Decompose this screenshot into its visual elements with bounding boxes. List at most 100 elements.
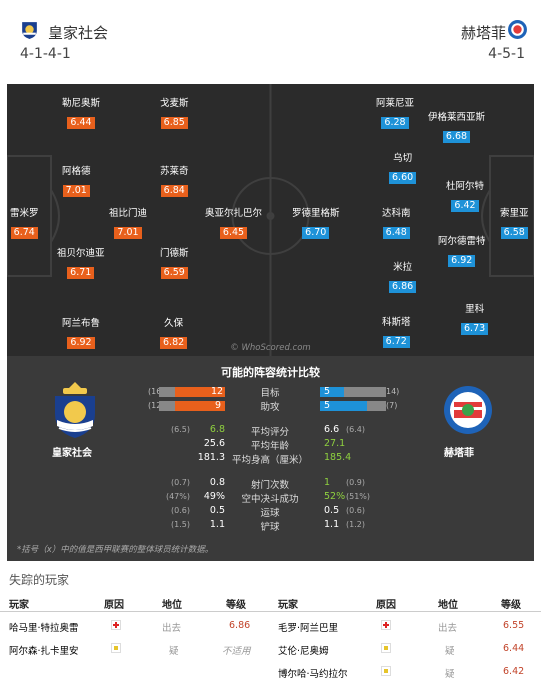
- away-league-value: (0.9): [346, 478, 365, 487]
- player-home-st[interactable]: 奥亚尔扎巴尔 6.45: [205, 208, 262, 239]
- player-name: 奥亚尔扎巴尔: [205, 208, 263, 219]
- home-crest-icon: [22, 22, 37, 39]
- player-name: 乌切: [393, 153, 413, 164]
- player-rating: 6.71: [67, 267, 95, 279]
- missing-rating: 不适用: [222, 646, 251, 657]
- player-rating: 6.60: [389, 172, 417, 184]
- player-home-rb[interactable]: 阿兰布鲁 6.92: [62, 318, 100, 349]
- player-home-cm2[interactable]: 苏莱奇 6.84: [160, 166, 189, 197]
- player-name: 阿格德: [62, 166, 91, 177]
- stat-row-avg-height: 181.3 平均身高（厘米） 185.4: [7, 452, 534, 466]
- missing-player-name[interactable]: 艾伦·尼奥姆: [278, 646, 329, 657]
- stat-label: 射门次数: [250, 480, 289, 491]
- away-league-value: (7): [386, 401, 398, 410]
- player-rating: 6.58: [500, 227, 528, 239]
- doubtful-icon: [381, 666, 391, 676]
- home-team-label: 皇家社会: [52, 448, 92, 459]
- player-rating: 6.70: [302, 227, 330, 239]
- stat-label: 助攻: [260, 402, 280, 413]
- missing-rating: 6.42: [503, 666, 525, 677]
- player-away-lb[interactable]: 里科 6.73: [461, 304, 489, 335]
- away-value: 0.5: [324, 505, 340, 516]
- missing-status: 疑: [445, 646, 455, 657]
- player-name: 阿兰布鲁: [62, 318, 101, 329]
- player-rating: 6.45: [219, 227, 248, 239]
- home-formation: 4-1-4-1: [20, 46, 71, 62]
- away-bar-track: [320, 387, 386, 397]
- away-value: 185.4: [324, 452, 352, 463]
- player-rating: 6.59: [160, 267, 188, 279]
- missing-players-title: 失踪的玩家: [9, 573, 70, 587]
- away-value: 52%: [324, 491, 346, 502]
- player-name: 杜阿尔特: [446, 181, 485, 192]
- player-name: 伊格莱西亚斯: [428, 112, 486, 123]
- player-away-gk[interactable]: 索里亚 6.58: [500, 208, 529, 239]
- missing-rating: 6.44: [503, 643, 525, 654]
- home-value: 12: [211, 386, 224, 397]
- player-name: 苏莱奇: [160, 166, 189, 177]
- col-player: 玩家: [9, 600, 29, 611]
- away-league-value: (0.6): [346, 506, 365, 515]
- stat-row-dribbles: (0.6) 0.5 运球 0.5 (0.6): [7, 505, 534, 519]
- player-away-rb[interactable]: 伊格莱西亚斯 6.68: [428, 112, 485, 143]
- player-home-lb[interactable]: 祖贝尔迪亚 6.71: [57, 248, 105, 279]
- player-name: 科斯塔: [382, 317, 411, 328]
- missing-status: 疑: [445, 669, 455, 680]
- player-home-cb[interactable]: 阿格德 7.01: [62, 166, 91, 197]
- player-name: 阿莱尼亚: [376, 98, 415, 109]
- missing-player-name[interactable]: 博尔哈·马约拉尔: [278, 669, 348, 680]
- home-value: 6.8: [209, 424, 225, 435]
- watermark: © WhoScored.com: [230, 343, 311, 353]
- stat-row-tackles: (1.5) 1.1 铲球 1.1 (1.2): [7, 519, 534, 533]
- home-league-value: (0.7): [171, 478, 190, 487]
- missing-player-name[interactable]: 哈马里·特拉奥雷: [9, 623, 79, 634]
- player-rating: 6.44: [67, 117, 95, 129]
- player-name: 门德斯: [160, 248, 189, 259]
- player-away-rm[interactable]: 阿莱尼亚 6.28: [376, 98, 414, 129]
- player-rating: 6.68: [442, 131, 471, 143]
- player-name: 索里亚: [500, 208, 529, 219]
- home-league-value: (47%): [165, 492, 190, 501]
- away-league-value: (6.4): [346, 425, 365, 434]
- home-value: 181.3: [197, 452, 225, 463]
- player-away-lm[interactable]: 科斯塔 6.72: [382, 317, 411, 348]
- missing-status: 出去: [438, 623, 458, 634]
- player-home-lm[interactable]: 戈麦斯 6.85: [160, 98, 189, 129]
- home-value: 0.8: [209, 477, 225, 488]
- stat-row-avg-age: 25.6 平均年龄 27.1: [7, 438, 534, 452]
- player-name: 戈麦斯: [160, 98, 189, 109]
- player-home-cb2[interactable]: 勒尼奥斯 6.44: [62, 98, 100, 129]
- away-value: 27.1: [324, 438, 346, 449]
- player-rating: 6.82: [160, 337, 188, 349]
- injury-icon: [381, 620, 391, 630]
- player-home-gk[interactable]: 雷米罗 6.74: [10, 208, 39, 239]
- player-away-cb[interactable]: 杜阿尔特 6.42: [446, 181, 484, 212]
- player-away-cb2[interactable]: 阿尔德雷特 6.92: [438, 236, 486, 267]
- away-bar-fill: [320, 387, 344, 397]
- stat-label: 空中决斗成功: [241, 494, 299, 505]
- away-team-name[interactable]: 赫塔菲: [460, 24, 506, 42]
- player-rating: 6.42: [451, 200, 479, 212]
- missing-player-name[interactable]: 阿尔森·扎卡里安: [9, 646, 79, 657]
- missing-table-header: 玩家 原因 地位 等级 玩家 原因 地位 等级: [0, 592, 541, 612]
- player-name: 阿尔德雷特: [438, 236, 486, 247]
- player-away-cm[interactable]: 乌切 6.60: [389, 153, 417, 184]
- comparison-title: 可能的阵容统计比较: [221, 366, 320, 379]
- player-name: 祖比门迪: [109, 208, 148, 219]
- home-team-name[interactable]: 皇家社会: [48, 24, 109, 42]
- player-home-cm[interactable]: 门德斯 6.59: [160, 248, 189, 279]
- player-name: 米拉: [393, 262, 413, 273]
- away-crest-icon: [508, 20, 527, 39]
- away-value: 5: [324, 400, 331, 411]
- away-crest-large-icon: [444, 386, 492, 434]
- player-away-st[interactable]: 罗德里格斯 6.70: [292, 208, 340, 239]
- player-away-cm2[interactable]: 达科南 6.48: [382, 208, 411, 239]
- match-header: 皇家社会 4-1-4-1 赫塔菲 4-5-1: [0, 0, 541, 80]
- player-home-dm[interactable]: 祖比门迪 7.01: [109, 208, 147, 239]
- doubtful-icon: [381, 643, 391, 653]
- player-rating: 6.48: [382, 227, 410, 239]
- player-away-cm3[interactable]: 米拉 6.86: [389, 262, 417, 293]
- player-home-rm[interactable]: 久保 6.82: [160, 318, 188, 349]
- col-reason-away: 原因: [376, 600, 396, 611]
- missing-player-name[interactable]: 毛罗·阿兰巴里: [278, 623, 339, 634]
